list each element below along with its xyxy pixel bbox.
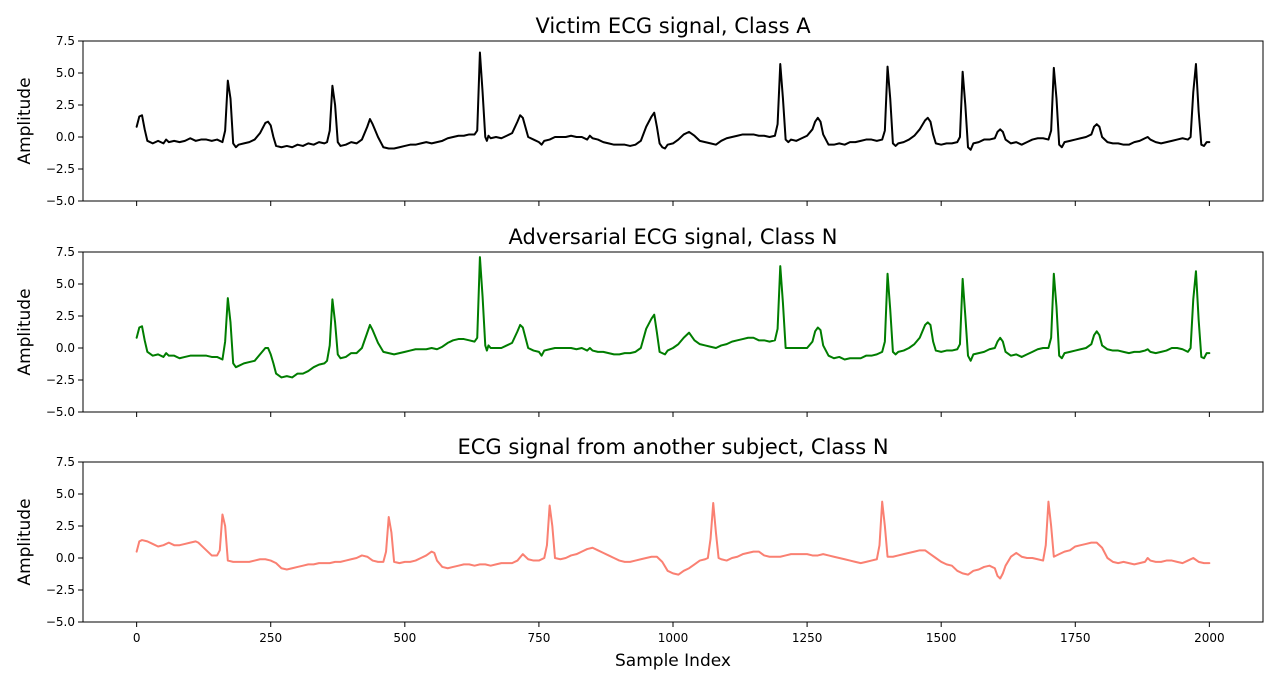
subplot-1: Victim ECG signal, Class A Amplitude −5.0 −… [15, 14, 1264, 208]
y-tick-label: 0.0 [56, 341, 75, 355]
y-tick-label: 7.5 [56, 455, 75, 469]
y-tick-label: 2.5 [56, 98, 75, 112]
plot-frame [82, 251, 1264, 413]
x-tick-label: 750 [527, 631, 550, 645]
y-tick-label: −5.0 [46, 615, 75, 629]
y-tick-label: −2.5 [46, 373, 75, 387]
subplot-3: ECG signal from another subject, Class N… [15, 435, 1264, 671]
y-tick-label: 5.0 [56, 487, 75, 501]
x-tick-label: 0 [133, 631, 141, 645]
y-tick-label: −5.0 [46, 194, 75, 208]
x-tick-label: 500 [393, 631, 416, 645]
x-tick-label: 1250 [792, 631, 823, 645]
x-tick-label: 1750 [1060, 631, 1091, 645]
y-tick-label: 2.5 [56, 309, 75, 323]
y-axis-label: Amplitude [15, 288, 35, 375]
x-tick-label: 1000 [658, 631, 689, 645]
y-axis-label: Amplitude [15, 77, 35, 164]
y-tick-label: −2.5 [46, 162, 75, 176]
y-tick-label: 7.5 [56, 34, 75, 48]
y-tick-label: 5.0 [56, 66, 75, 80]
subplot-2: Adversarial ECG signal, Class N Amplitude… [15, 225, 1264, 419]
y-tick-label: 7.5 [56, 245, 75, 259]
y-tick-label: 2.5 [56, 519, 75, 533]
y-tick-label: 0.0 [56, 551, 75, 565]
x-tick-label: 2000 [1194, 631, 1225, 645]
y-tick-label: 5.0 [56, 277, 75, 291]
chart-title: Victim ECG signal, Class A [535, 14, 811, 38]
chart-title: Adversarial ECG signal, Class N [509, 225, 838, 249]
plot-frame [82, 40, 1264, 202]
y-tick-label: −2.5 [46, 583, 75, 597]
y-tick-label: 0.0 [56, 130, 75, 144]
ecg-line-series [135, 500, 1211, 580]
ecg-line-series [135, 256, 1211, 379]
y-axis-label: Amplitude [15, 498, 35, 585]
ecg-line-series [135, 51, 1211, 151]
y-tick-label: −5.0 [46, 405, 75, 419]
chart-title: ECG signal from another subject, Class N [457, 435, 888, 459]
x-tick-label: 250 [259, 631, 282, 645]
x-tick-label: 1500 [926, 631, 957, 645]
x-axis-label: Sample Index [615, 651, 731, 671]
plot-frame [82, 461, 1264, 623]
